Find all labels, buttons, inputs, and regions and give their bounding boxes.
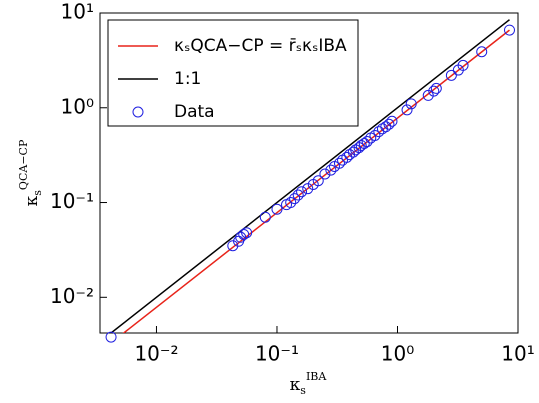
data-point — [383, 118, 395, 130]
data-point — [445, 69, 457, 81]
data-point — [105, 331, 117, 343]
data-point — [361, 136, 373, 148]
data-point — [271, 203, 283, 215]
x-tick-label: 10⁻¹ — [255, 342, 299, 366]
data-point — [428, 85, 440, 97]
data-point — [289, 193, 301, 205]
data-point — [302, 183, 314, 195]
data-point — [476, 46, 488, 58]
x-tick-label: 10⁻² — [134, 342, 178, 366]
x-tick-label: 10¹ — [501, 342, 534, 366]
data-point — [358, 137, 370, 149]
y-label-sub: s — [31, 190, 44, 196]
x-axis-label: κsIBA — [290, 370, 328, 397]
data-point — [369, 129, 381, 141]
data-point — [386, 115, 398, 127]
data-point — [350, 144, 362, 156]
data-point — [312, 175, 324, 187]
series-line — [110, 19, 510, 333]
legend-box — [107, 19, 359, 127]
data-point — [405, 98, 417, 110]
x-tick-label: 10⁰ — [381, 342, 414, 366]
legend-swatch — [132, 106, 144, 118]
y-label-base: κ — [22, 195, 42, 206]
data-point — [325, 164, 337, 176]
data-point — [296, 186, 308, 198]
x-label-base: κ — [290, 375, 301, 395]
legend-label: Data — [174, 102, 215, 122]
data-point — [259, 211, 271, 223]
x-label-sup: IBA — [306, 370, 327, 383]
data-point — [355, 139, 367, 151]
data-point — [292, 189, 304, 201]
data-point — [401, 104, 413, 116]
data-point — [503, 24, 515, 36]
data-point — [430, 82, 442, 94]
legend-label: 1:1 — [174, 69, 201, 89]
data-point — [319, 168, 331, 180]
y-label-sup: QCA−CP — [17, 139, 30, 190]
data-point — [241, 227, 253, 239]
data-point — [380, 121, 392, 133]
data-point — [422, 89, 434, 101]
data-point — [238, 228, 250, 240]
y-tick-label: 10⁻¹ — [50, 189, 94, 213]
y-tick-label: 10¹ — [61, 0, 94, 24]
data-point — [333, 157, 345, 169]
data-point — [457, 59, 469, 71]
data-point — [285, 197, 297, 209]
plot-frame — [99, 12, 519, 334]
y-tick-label: 10⁰ — [61, 94, 94, 118]
legend-label: κₛQCA−CP = r̄ₛκₛIBA — [174, 36, 347, 56]
series-line — [122, 29, 510, 333]
y-tick-label: 10⁻² — [50, 284, 94, 308]
y-axis-label: κsQCA−CP — [17, 139, 44, 206]
x-label-sub: s — [300, 384, 306, 397]
